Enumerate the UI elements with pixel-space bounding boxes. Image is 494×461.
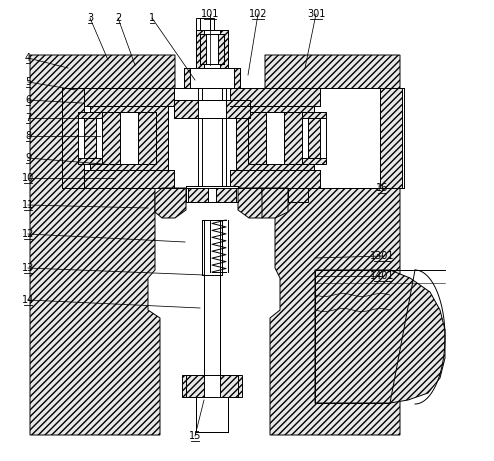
Bar xyxy=(90,106,168,170)
Bar xyxy=(200,34,224,64)
Bar xyxy=(174,100,250,118)
Bar xyxy=(230,170,320,188)
Polygon shape xyxy=(30,55,175,435)
Text: 2: 2 xyxy=(115,13,121,23)
Polygon shape xyxy=(238,188,269,218)
Text: 11: 11 xyxy=(22,200,34,210)
Bar xyxy=(138,112,156,164)
Bar xyxy=(78,112,102,164)
Text: 9: 9 xyxy=(25,153,31,163)
Bar xyxy=(284,112,302,164)
Bar xyxy=(62,88,402,188)
Bar xyxy=(216,188,236,202)
Text: 12: 12 xyxy=(22,229,34,239)
Bar xyxy=(308,118,320,158)
Bar xyxy=(230,88,320,106)
Bar xyxy=(196,397,228,432)
Text: 6: 6 xyxy=(25,95,31,105)
Bar xyxy=(204,275,220,375)
Text: 101: 101 xyxy=(201,9,219,19)
Bar xyxy=(200,34,206,64)
Bar xyxy=(62,88,84,188)
Bar xyxy=(196,30,228,68)
Text: 16: 16 xyxy=(376,183,388,193)
Bar xyxy=(380,88,402,188)
Text: 1401: 1401 xyxy=(370,271,394,281)
Bar xyxy=(186,375,204,397)
Bar xyxy=(288,188,308,202)
Text: 8: 8 xyxy=(25,131,31,141)
Text: 7: 7 xyxy=(25,113,31,123)
Text: 301: 301 xyxy=(307,9,325,19)
Bar xyxy=(248,112,266,164)
Bar xyxy=(78,118,102,158)
Bar xyxy=(190,68,234,88)
Polygon shape xyxy=(262,188,288,218)
Text: 3: 3 xyxy=(87,13,93,23)
Bar xyxy=(220,68,240,88)
Bar xyxy=(248,112,302,164)
Bar xyxy=(186,375,238,397)
Text: 102: 102 xyxy=(249,9,267,19)
Text: 5: 5 xyxy=(25,77,31,87)
Bar xyxy=(196,30,204,68)
Bar xyxy=(220,375,238,397)
Bar xyxy=(84,118,96,158)
Text: 15: 15 xyxy=(189,431,201,441)
Bar xyxy=(186,186,238,202)
Bar xyxy=(184,68,240,88)
Bar xyxy=(184,68,204,88)
Bar xyxy=(196,18,214,88)
Bar xyxy=(234,68,240,88)
Bar xyxy=(102,112,156,164)
Bar xyxy=(266,112,284,164)
Bar xyxy=(302,118,326,158)
Bar xyxy=(236,106,314,170)
Bar xyxy=(202,88,222,188)
Polygon shape xyxy=(265,55,400,435)
Bar xyxy=(102,112,120,164)
Bar xyxy=(302,112,326,164)
Bar xyxy=(226,100,250,118)
Bar xyxy=(182,375,242,397)
Text: 10: 10 xyxy=(22,173,34,183)
Text: 13: 13 xyxy=(22,263,34,273)
Bar xyxy=(220,30,228,68)
Bar xyxy=(218,34,224,64)
Bar xyxy=(174,100,198,118)
Text: 14: 14 xyxy=(22,295,34,305)
Bar xyxy=(120,112,138,164)
Text: 4: 4 xyxy=(25,53,31,63)
Bar xyxy=(188,188,208,202)
Bar xyxy=(204,220,220,275)
Polygon shape xyxy=(155,188,186,218)
Bar xyxy=(198,88,226,188)
Bar xyxy=(200,18,210,88)
Polygon shape xyxy=(315,270,445,403)
Text: 1301: 1301 xyxy=(370,251,394,261)
Bar xyxy=(184,68,190,88)
Bar xyxy=(202,220,222,275)
Text: 1: 1 xyxy=(149,13,155,23)
Bar xyxy=(84,88,174,106)
Bar xyxy=(84,170,174,188)
